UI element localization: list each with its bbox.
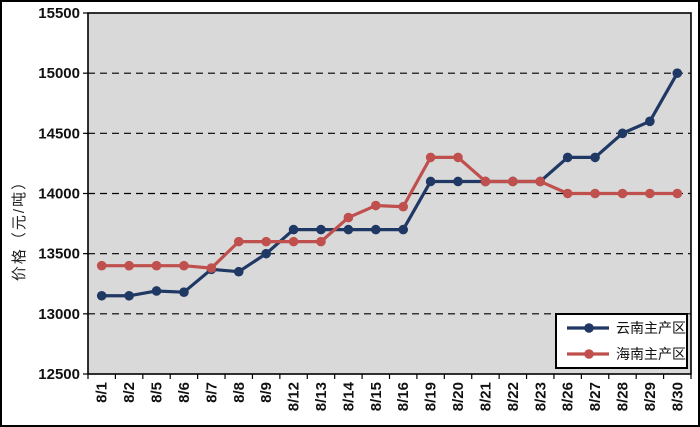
series-1-marker [96,260,107,271]
series-1-marker [645,188,655,199]
yunnan-line-swatch-icon [567,323,609,333]
hainan-line-swatch-icon [567,349,609,359]
series-1-marker [453,152,463,163]
x-tick-label: 8/19 [423,382,440,411]
x-tick-label: 8/13 [313,382,330,411]
x-tick-label: 8/12 [286,382,303,411]
series-0-marker [425,176,436,187]
x-tick-label: 8/14 [340,381,357,411]
y-tick-label: 14000 [38,186,80,203]
series-0-marker [261,248,271,259]
series-1-marker [206,263,217,273]
series-0-marker [590,152,600,163]
y-tick-label: 14500 [38,125,80,142]
series-0-marker [343,224,354,235]
x-tick-label: 8/7 [203,382,220,403]
series-1-marker [343,212,354,223]
series-0-marker [124,290,134,301]
y-tick-label: 13000 [38,306,80,323]
series-1-marker [590,188,600,199]
series-1-marker [617,188,628,199]
series-1-line [100,155,679,270]
series-1-marker [288,236,299,247]
x-tick-label: 8/8 [231,382,248,403]
series-0-marker [316,224,326,235]
x-tick-label: 8/26 [560,382,577,411]
series-1-marker [398,201,409,212]
x-tick-label: 8/2 [121,382,138,403]
x-tick-label: 8/30 [669,382,686,411]
series-0-marker [288,224,299,235]
series-1-marker [151,260,162,271]
plot-border [87,12,692,375]
series-0-marker [672,68,683,78]
x-tick-label: 8/1 [94,382,111,403]
x-tick-label: 8/9 [258,382,275,403]
series-1-marker [316,236,326,247]
x-tick-label: 8/15 [368,382,385,411]
legend-label-hainan: 海南主产区 [616,346,686,362]
x-tick-label: 8/20 [450,382,467,411]
series-1-marker [370,200,381,211]
legend-box: 云南主产区 海南主产区 [555,313,688,369]
series-0-line [100,71,679,298]
series-1-marker [672,188,683,199]
series-1-marker [179,260,189,271]
legend-label-yunnan: 云南主产区 [616,320,686,336]
series-1-marker [425,152,436,163]
series-1-marker [261,236,271,247]
series-0-marker [562,152,573,163]
y-tick-label: 15000 [38,65,80,82]
x-tick-label: 8/27 [587,382,604,411]
x-tick-label: 8/16 [395,382,412,411]
series-1-marker [480,176,491,187]
x-tick-label: 8/23 [532,382,549,411]
y-tick-label: 13500 [38,246,80,263]
y-tick-label: 12500 [38,366,80,383]
series-0-marker [645,116,655,127]
series-0-marker [233,266,244,277]
x-tick-label: 8/22 [505,382,522,411]
series-1-marker [508,176,518,187]
series-0-marker [453,176,463,187]
x-tick-label: 8/6 [176,382,193,403]
y-axis-title: 价格（元/吨） [11,172,28,282]
x-tick-label: 8/29 [642,382,659,411]
series-0-marker [151,286,162,296]
series-0-marker [398,224,409,235]
series-1-marker [124,260,134,271]
series-1-marker [535,176,546,187]
x-tick-label: 8/21 [477,382,494,411]
series-1-marker [562,188,573,199]
x-tick-label: 8/5 [149,382,166,403]
y-tick-label: 15500 [38,5,80,22]
series-0-marker [179,287,189,297]
legend-item-yunnan: 云南主产区 [566,315,686,341]
series-0-marker [617,128,628,139]
series-1-marker [233,236,244,247]
x-tick-label: 8/28 [614,382,631,411]
legend-item-hainan: 海南主产区 [566,341,686,367]
series-0-marker [370,224,381,235]
series-0-marker [96,290,107,301]
